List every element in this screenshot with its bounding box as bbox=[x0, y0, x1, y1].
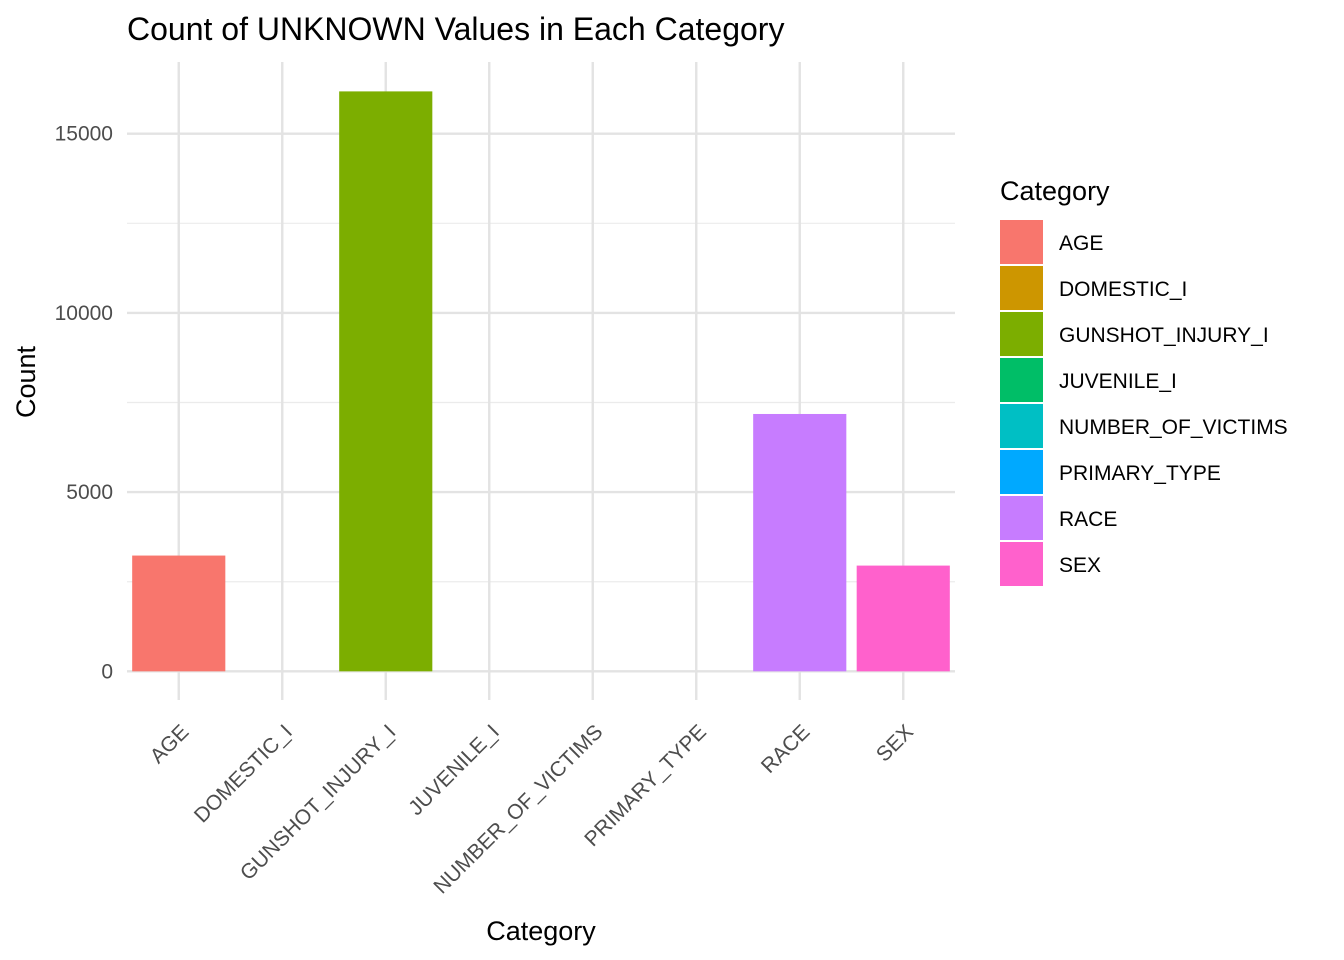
bars bbox=[132, 91, 950, 672]
legend-items: AGE DOMESTIC_I GUNSHOT_INJURY_I JUVENILE_I N… bbox=[1000, 220, 1288, 586]
y-axis-ticks: 0 5000 10000 15000 bbox=[55, 123, 113, 684]
legend-key bbox=[1000, 450, 1043, 494]
x-tick-label: DOMESTIC_I bbox=[190, 720, 297, 827]
legend-key bbox=[1000, 312, 1043, 356]
legend-key bbox=[1000, 358, 1043, 402]
y-tick-label: 15000 bbox=[55, 123, 113, 146]
legend-label: RACE bbox=[1059, 508, 1117, 531]
y-tick-label: 10000 bbox=[55, 302, 113, 325]
bar-gunshot-injury-i bbox=[339, 91, 433, 672]
x-tick-label: SEX bbox=[872, 720, 918, 766]
y-axis-title: Count bbox=[11, 345, 41, 418]
x-tick-label: NUMBER_OF_VICTIMS bbox=[429, 720, 607, 898]
legend-label: AGE bbox=[1059, 232, 1103, 255]
legend-label: DOMESTIC_I bbox=[1059, 278, 1187, 301]
bar-race bbox=[753, 413, 847, 672]
legend-key bbox=[1000, 266, 1043, 310]
chart-title: Count of UNKNOWN Values in Each Category bbox=[127, 11, 784, 47]
legend: Category AGE DOMESTIC_I GUNSHOT_INJURY_I JU… bbox=[1000, 176, 1288, 586]
bar-sex bbox=[856, 565, 950, 672]
y-tick-label: 5000 bbox=[66, 481, 113, 504]
legend-label: SEX bbox=[1059, 554, 1101, 577]
y-tick-label: 0 bbox=[101, 660, 113, 683]
legend-title: Category bbox=[1000, 176, 1110, 206]
legend-key bbox=[1000, 542, 1043, 586]
legend-key bbox=[1000, 496, 1043, 540]
x-tick-label: AGE bbox=[146, 720, 194, 768]
x-axis-title: Category bbox=[486, 916, 596, 946]
legend-label: GUNSHOT_INJURY_I bbox=[1059, 324, 1269, 347]
legend-key bbox=[1000, 404, 1043, 448]
legend-label: PRIMARY_TYPE bbox=[1059, 462, 1221, 485]
legend-key bbox=[1000, 220, 1043, 264]
bar-age bbox=[132, 555, 226, 672]
legend-label: NUMBER_OF_VICTIMS bbox=[1059, 416, 1288, 439]
x-tick-label: RACE bbox=[757, 720, 815, 778]
legend-label: JUVENILE_I bbox=[1059, 370, 1177, 393]
x-tick-label: JUVENILE_I bbox=[404, 720, 504, 820]
